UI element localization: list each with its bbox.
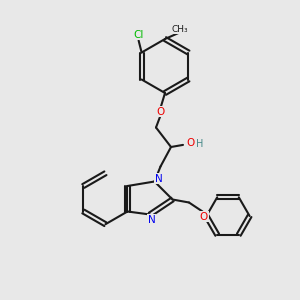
Text: O: O	[200, 212, 208, 222]
Text: H: H	[196, 139, 204, 149]
Text: N: N	[154, 173, 162, 184]
Text: CH₃: CH₃	[172, 25, 188, 34]
Text: Cl: Cl	[134, 29, 144, 40]
Text: O: O	[186, 138, 195, 148]
Text: N: N	[148, 215, 155, 225]
Text: O: O	[156, 107, 165, 117]
